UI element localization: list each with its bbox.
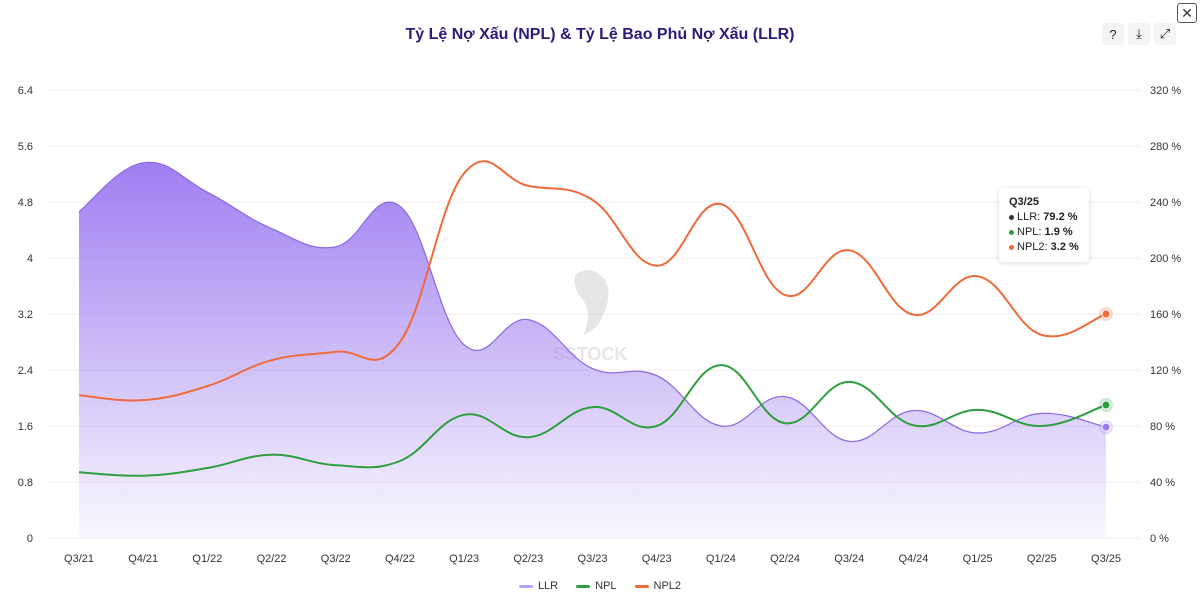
series-llr-line xyxy=(78,161,1107,443)
legend: LLR NPL NPL2 xyxy=(0,580,1200,592)
chart-toolbar: ? ⤓ ⤢ xyxy=(1102,23,1176,45)
x-tick-label: Q2/24 xyxy=(770,553,800,565)
y-right-tick-label: 40 % xyxy=(1150,477,1175,489)
series-npl-point xyxy=(1101,400,1111,410)
y-right-tick-label: 80 % xyxy=(1150,421,1175,433)
x-tick-label: Q3/22 xyxy=(321,553,351,565)
expand-icon[interactable]: ⤢ xyxy=(1154,23,1176,45)
question-circle-icon[interactable]: ? xyxy=(1102,23,1124,45)
x-tick-label: Q2/22 xyxy=(257,553,287,565)
y-right-tick-label: 240 % xyxy=(1150,197,1181,209)
x-tick-label: Q2/23 xyxy=(513,553,543,565)
y-left-tick-label: 4.8 xyxy=(18,197,33,209)
x-tick-label: Q4/24 xyxy=(898,553,928,565)
x-tick-label: Q3/23 xyxy=(578,553,608,565)
y-left-tick-label: 2.4 xyxy=(18,365,33,377)
y-left-tick-label: 4 xyxy=(27,253,33,265)
close-icon[interactable]: ✕ xyxy=(1177,3,1197,23)
y-right-tick-label: 120 % xyxy=(1150,365,1181,377)
legend-item-npl2[interactable]: NPL2 xyxy=(634,580,681,592)
y-left-tick-label: 3.2 xyxy=(18,309,33,321)
tooltip: Q3/25 LLR: 79.2 % NPL: 1.9 % NPL2: 3.2 % xyxy=(999,188,1089,262)
y-left-tick-label: 0 xyxy=(27,533,33,545)
y-right-tick-label: 280 % xyxy=(1150,141,1181,153)
tooltip-row-npl2: NPL2: 3.2 % xyxy=(1009,240,1079,255)
x-tick-label: Q2/25 xyxy=(1027,553,1057,565)
legend-item-npl[interactable]: NPL xyxy=(576,580,617,592)
y-right-tick-label: 0 % xyxy=(1150,533,1169,545)
x-tick-label: Q3/25 xyxy=(1091,553,1121,565)
x-tick-label: Q1/23 xyxy=(449,553,479,565)
download-icon[interactable]: ⤓ xyxy=(1128,23,1150,45)
x-tick-label: Q4/23 xyxy=(642,553,672,565)
series-llr-area xyxy=(79,162,1106,538)
y-left-tick-label: 0.8 xyxy=(18,477,33,489)
tooltip-header: Q3/25 xyxy=(1009,196,1039,208)
series-llr-point xyxy=(1101,422,1111,432)
series-npl2-point xyxy=(1101,309,1111,319)
x-tick-label: Q4/21 xyxy=(128,553,158,565)
series-npl-line xyxy=(78,364,1107,477)
legend-item-llr[interactable]: LLR xyxy=(518,580,558,592)
y-left-tick-label: 5.6 xyxy=(18,141,33,153)
tooltip-row-llr: LLR: 79.2 % xyxy=(1009,210,1079,225)
x-tick-label: Q1/24 xyxy=(706,553,736,565)
y-right-tick-label: 200 % xyxy=(1150,253,1181,265)
x-tick-label: Q3/21 xyxy=(64,553,94,565)
y-left-tick-label: 1.6 xyxy=(18,421,33,433)
x-tick-label: Q1/25 xyxy=(963,553,993,565)
tooltip-row-npl: NPL: 1.9 % xyxy=(1009,225,1079,240)
x-tick-label: Q4/22 xyxy=(385,553,415,565)
y-right-tick-label: 160 % xyxy=(1150,309,1181,321)
x-tick-label: Q1/22 xyxy=(192,553,222,565)
y-left-tick-label: 6.4 xyxy=(18,85,33,97)
y-right-tick-label: 320 % xyxy=(1150,85,1181,97)
x-tick-label: Q3/24 xyxy=(834,553,864,565)
chart-title: Tỷ Lệ Nợ Xấu (NPL) & Tỷ Lệ Bao Phủ Nợ Xấ… xyxy=(405,26,795,43)
series-npl2-line xyxy=(78,160,1107,402)
